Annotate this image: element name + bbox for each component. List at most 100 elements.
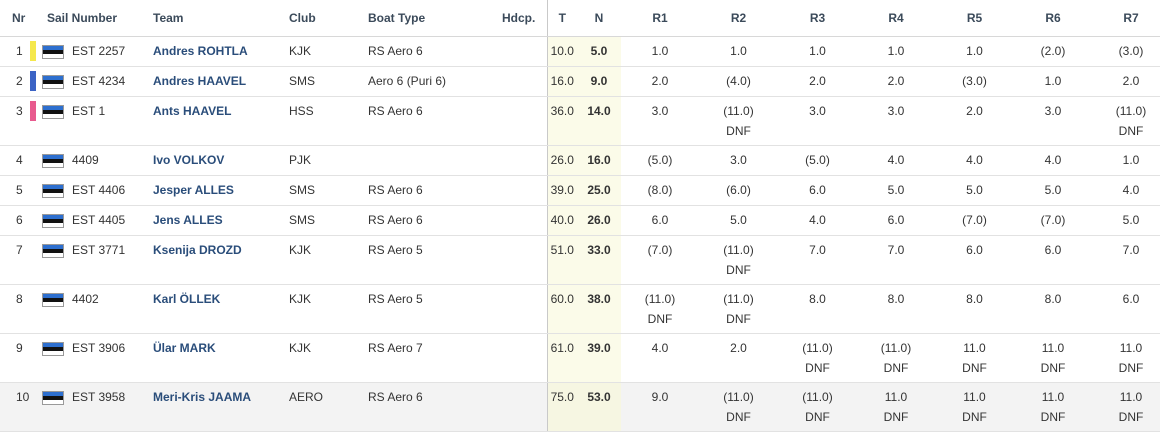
race-score: 11.0 [963, 390, 986, 404]
team-name-link[interactable]: Ksenija DROZD [153, 243, 242, 257]
rank: 10 [16, 390, 30, 404]
col-header-t[interactable]: T [546, 0, 577, 37]
cell-r7: 5.0 [1092, 205, 1160, 236]
col-header-r3[interactable]: R3 [778, 0, 857, 37]
cell-sail-number: EST 3771 [36, 235, 142, 285]
table-row[interactable]: 8 4402 Karl ÖLLEK KJK RS Aero 5 60.0 38.0 (11.0… [0, 284, 1160, 334]
cell-hdcp [492, 175, 547, 206]
col-header-hdcp[interactable]: Hdcp. [492, 0, 547, 37]
col-header-r4[interactable]: R4 [857, 0, 935, 37]
net-points: 39.0 [587, 341, 611, 355]
race-code: DNF [647, 312, 673, 326]
table-row[interactable]: 10 EST 3958 Meri-Kris JAAMA AERO RS Aero 6 75… [0, 382, 1160, 432]
col-header-r7[interactable]: R7 [1092, 0, 1160, 37]
cell-r6: 3.0 [1014, 96, 1092, 146]
col-header-r2[interactable]: R2 [699, 0, 778, 37]
race-score: 7.0 [887, 243, 905, 257]
cell-team: Jesper ALLES [142, 175, 278, 206]
table-row[interactable]: 1 EST 2257 Andres ROHTLA KJK RS Aero 6 10.0 5.… [0, 36, 1160, 67]
race-score: 3.0 [809, 104, 826, 118]
estonia-flag-icon [42, 184, 64, 198]
color-marker [30, 41, 36, 61]
estonia-flag-icon [42, 154, 64, 168]
cell-hdcp [492, 284, 547, 334]
team-name-link[interactable]: Ants HAAVEL [153, 104, 232, 118]
estonia-flag-icon [42, 214, 64, 228]
table-row[interactable]: 4 4409 Ivo VOLKOV PJK 26.0 16.0 (5.0) 3.0 (5.0) 4… [0, 145, 1160, 176]
table-row[interactable]: 3 EST 1 Ants HAAVEL HSS RS Aero 6 36.0 14.0 3.0… [0, 96, 1160, 146]
rank: 2 [16, 74, 23, 88]
cell-r4: 5.0 [857, 175, 935, 206]
cell-club: KJK [278, 36, 357, 67]
cell-r2: (11.0) DNF [699, 382, 778, 432]
table-row[interactable]: 6 EST 4405 Jens ALLES SMS RS Aero 6 40.0 26.0 6… [0, 205, 1160, 236]
col-header-sail-number[interactable]: Sail Number [36, 0, 142, 37]
cell-r6: 6.0 [1014, 235, 1092, 285]
team-name-link[interactable]: Meri-Kris JAAMA [153, 390, 252, 404]
cell-total: 51.0 [546, 235, 577, 285]
col-header-n[interactable]: N [577, 0, 621, 37]
race-score: 4.0 [1122, 183, 1140, 197]
cell-boat-type [357, 145, 492, 176]
race-score: (3.0) [1118, 44, 1144, 58]
total-points: 61.0 [550, 341, 574, 355]
sail-number: EST 3958 [72, 390, 126, 404]
race-score: 6.0 [1122, 292, 1140, 306]
team-name-link[interactable]: Andres ROHTLA [153, 44, 248, 58]
cell-sail-number: EST 3958 [36, 382, 142, 432]
cell-r7: 6.0 [1092, 284, 1160, 334]
team-name-link[interactable]: Andres HAAVEL [153, 74, 247, 88]
cell-boat-type: RS Aero 6 [357, 175, 492, 206]
rank: 1 [16, 44, 23, 58]
race-score: (2.0) [1040, 44, 1066, 58]
race-score: 11.0 [963, 341, 986, 355]
col-header-nr[interactable]: Nr [0, 0, 36, 37]
race-score: (5.0) [647, 153, 673, 167]
col-header-boat-type[interactable]: Boat Type [357, 0, 492, 37]
col-header-r1[interactable]: R1 [621, 0, 699, 37]
table-row[interactable]: 2 EST 4234 Andres HAAVEL SMS Aero 6 (Puri 6)… [0, 66, 1160, 97]
table-row[interactable]: 5 EST 4406 Jesper ALLES SMS RS Aero 6 39.0 25.… [0, 175, 1160, 206]
cell-team: Ants HAAVEL [142, 96, 278, 146]
cell-r2: 5.0 [699, 205, 778, 236]
estonia-flag-icon [42, 244, 64, 258]
cell-r6: 8.0 [1014, 284, 1092, 334]
race-score: 4.0 [1044, 153, 1062, 167]
col-header-r5[interactable]: R5 [935, 0, 1014, 37]
team-name-link[interactable]: Jesper ALLES [153, 183, 234, 197]
cell-r5: (7.0) [935, 205, 1014, 236]
total-points: 10.0 [550, 44, 574, 58]
sail-number: EST 4234 [72, 74, 126, 88]
race-score: (11.0) [723, 104, 754, 118]
race-score: 8.0 [809, 292, 826, 306]
sail-number: EST 4406 [72, 183, 126, 197]
table-row[interactable]: 9 EST 3906 Ülar MARK KJK RS Aero 7 61.0 39.0 4.… [0, 333, 1160, 383]
estonia-flag-icon [42, 293, 64, 307]
col-header-r6[interactable]: R6 [1014, 0, 1092, 37]
race-score: 7.0 [809, 243, 826, 257]
race-score: 11.0 [884, 390, 908, 404]
col-header-team[interactable]: Team [142, 0, 278, 37]
cell-sail-number: EST 2257 [30, 36, 142, 67]
rank: 9 [16, 341, 23, 355]
cell-r1: (11.0) DNF [621, 284, 699, 334]
rank: 3 [16, 104, 23, 118]
club: KJK [289, 341, 312, 355]
col-header-club[interactable]: Club [278, 0, 357, 37]
team-name-link[interactable]: Ülar MARK [153, 341, 216, 355]
team-name-link[interactable]: Jens ALLES [153, 213, 223, 227]
team-name-link[interactable]: Karl ÖLLEK [153, 292, 221, 306]
team-name-link[interactable]: Ivo VOLKOV [153, 153, 225, 167]
race-score: (7.0) [647, 243, 673, 257]
cell-net: 38.0 [577, 284, 621, 334]
estonia-flag-icon [42, 75, 64, 89]
cell-nr: 9 [0, 333, 36, 383]
cell-net: 9.0 [577, 66, 621, 97]
race-score: (6.0) [726, 183, 751, 197]
cell-r1: 9.0 [621, 382, 699, 432]
table-row[interactable]: 7 EST 3771 Ksenija DROZD KJK RS Aero 5 51.0 33… [0, 235, 1160, 285]
cell-boat-type: RS Aero 6 [357, 36, 492, 67]
cell-r4: 3.0 [857, 96, 935, 146]
cell-r3: (11.0) DNF [778, 382, 857, 432]
cell-r1: 1.0 [621, 36, 699, 67]
